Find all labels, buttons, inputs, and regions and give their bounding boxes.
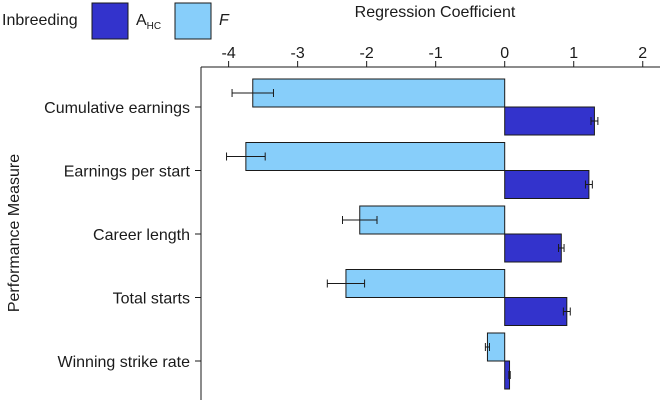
x-axis-ticks: -4 -3 -2 -1 0 1 2 xyxy=(221,45,647,67)
bar-ahc xyxy=(504,106,595,136)
chart-title: Regression Coefficient xyxy=(355,4,516,21)
category-label: Earnings per start xyxy=(64,164,191,181)
category-label: Total starts xyxy=(113,291,190,308)
x-tick-label: -4 xyxy=(221,45,235,62)
y-axis-label: Performance Measure xyxy=(6,154,23,312)
legend-label-f: F xyxy=(219,12,230,29)
category-label: Winning strike rate xyxy=(58,354,191,371)
bar-ahc xyxy=(504,297,568,326)
category-label: Career length xyxy=(93,227,190,244)
bar-f xyxy=(245,142,506,171)
x-tick-label: -1 xyxy=(429,45,443,62)
legend-label-ahc-main: A xyxy=(136,12,147,29)
bars xyxy=(245,78,595,390)
x-tick-label: -3 xyxy=(291,45,305,62)
legend: Inbreeding AHC F xyxy=(2,2,230,40)
bar-ahc xyxy=(504,233,562,263)
x-tick-label: 2 xyxy=(638,45,647,62)
legend-title: Inbreeding xyxy=(2,12,78,29)
x-tick-label: 0 xyxy=(500,45,509,62)
bar-f xyxy=(252,78,506,108)
legend-label-ahc: AHC xyxy=(136,12,161,32)
legend-swatch-ahc xyxy=(91,2,129,40)
category-label: Cumulative earnings xyxy=(44,100,190,117)
bar-ahc xyxy=(504,170,590,199)
bar-f xyxy=(345,269,506,298)
bar-f xyxy=(486,332,506,362)
bar-f xyxy=(359,205,506,235)
category-labels: Cumulative earnings Earnings per start Car… xyxy=(44,100,201,371)
error-bars xyxy=(226,89,599,379)
x-tick-label: -2 xyxy=(360,45,374,62)
x-tick-label: 1 xyxy=(569,45,578,62)
legend-label-ahc-sub: HC xyxy=(147,21,161,32)
legend-swatch-f xyxy=(174,2,212,40)
